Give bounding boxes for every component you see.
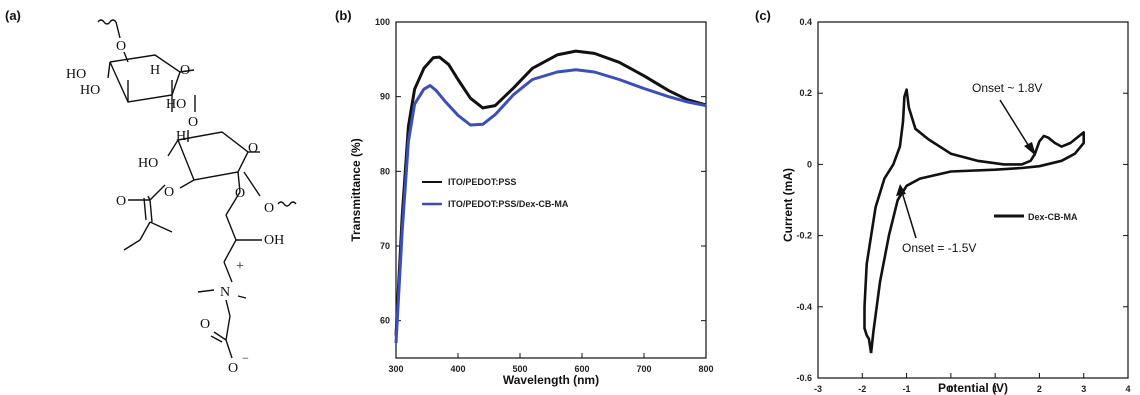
y-tick-label: 100 (375, 17, 390, 27)
x-tick-label: -2 (858, 384, 866, 394)
arrow-head-icon (896, 184, 906, 196)
y-tick-label: -0.6 (796, 373, 812, 383)
y-tick-label: 80 (380, 166, 390, 176)
arrow-head-icon (1024, 142, 1036, 156)
y-tick-label: 90 (380, 92, 390, 102)
legend: Dex-CB-MA (994, 212, 1078, 222)
atom-label: O (264, 201, 274, 216)
legend-label: ITO/PEDOT:PSS (448, 177, 516, 187)
atom-label: HO (66, 67, 86, 82)
atom-label: + (236, 259, 244, 274)
atom-label: O (116, 39, 126, 54)
atom-label: H (176, 129, 186, 144)
y-tick-label: 70 (380, 241, 390, 251)
atom-label: − (242, 351, 249, 365)
x-axis-title: Potential (V) (938, 381, 1008, 395)
y-tick-label: -0.2 (796, 231, 812, 241)
x-tick-label: 500 (512, 364, 527, 374)
panel-a-label: (a) (5, 8, 21, 23)
annotation-oxidation-onset: Onset ~ 1.8V (972, 81, 1042, 156)
y-tick-label: 0.2 (799, 88, 812, 98)
panel-b-label: (b) (335, 8, 352, 23)
legend: ITO/PEDOT:PSS ITO/PEDOT:PSS/Dex-CB-MA (422, 177, 569, 209)
x-tick-label: 600 (574, 364, 589, 374)
atom-label: HO (138, 156, 158, 171)
x-tick-label: -3 (814, 384, 822, 394)
atom-label: HO (166, 97, 186, 112)
x-tick-label: 0 (948, 384, 953, 394)
y-tick-label: -0.4 (796, 302, 812, 312)
x-tick-label: -1 (903, 384, 911, 394)
annotation-arrow (901, 191, 917, 239)
atom-label: H (150, 63, 160, 78)
atom-label: O (200, 317, 210, 332)
x-axis-title: Wavelength (nm) (503, 373, 599, 387)
transmittance-chart: 300 400 500 600 700 800 60 70 80 90 100 Wavelengt… (349, 17, 714, 387)
y-axis-title: Current (mA) (781, 168, 795, 242)
x-tick-label: 1 (993, 384, 998, 394)
x-tick-label: 2 (1037, 384, 1042, 394)
annotation-arrow (999, 99, 1031, 149)
y-tick-label: 0.4 (799, 17, 812, 27)
series-line (863, 88, 1085, 354)
atom-label: N (220, 285, 230, 300)
annotation-reduction-onset: Onset = -1.5V (896, 184, 976, 255)
atom-label: O (116, 194, 126, 209)
x-tick-label: 800 (698, 364, 713, 374)
annotation-text: Onset ~ 1.8V (972, 81, 1042, 95)
annotation-text: Onset = -1.5V (902, 241, 976, 255)
atom-label: OH (264, 233, 284, 248)
chemical-structure: O HO HO O HO H O H HO O O O O O OH N + O… (66, 19, 297, 376)
plot-frame (817, 21, 1129, 379)
atom-label: O (164, 185, 174, 200)
atom-label: O (248, 141, 258, 156)
atom-label: O (188, 115, 198, 130)
series-line (394, 68, 707, 344)
series-line (394, 49, 707, 336)
x-tick-label: 4 (1125, 384, 1130, 394)
structure-atom-labels: O HO HO O HO H O H HO O O O O O OH N + O… (66, 39, 284, 376)
legend-label: ITO/PEDOT:PSS/Dex-CB-MA (448, 199, 569, 209)
x-tick-label: 400 (450, 364, 465, 374)
atom-label: O (228, 361, 238, 376)
y-tick-label: 60 (380, 316, 390, 326)
x-tick-label: 700 (636, 364, 651, 374)
cv-chart: -3 -2 -1 0 1 2 3 4 -0.6 -0.4 -0.2 0 0.2 0.4 Potentia… (781, 17, 1131, 395)
x-tick-label: 3 (1081, 384, 1086, 394)
atom-label: O (235, 186, 245, 201)
plot-frame (395, 21, 707, 359)
atom-label: O (180, 63, 190, 78)
atom-label: HO (80, 83, 100, 98)
x-tick-label: 300 (388, 364, 403, 374)
legend-label: Dex-CB-MA (1028, 212, 1078, 222)
panel-c-label: (c) (755, 8, 771, 23)
y-tick-label: 0 (807, 159, 812, 169)
y-axis-title: Transmittance (%) (349, 138, 363, 241)
structure-bonds (97, 19, 297, 359)
